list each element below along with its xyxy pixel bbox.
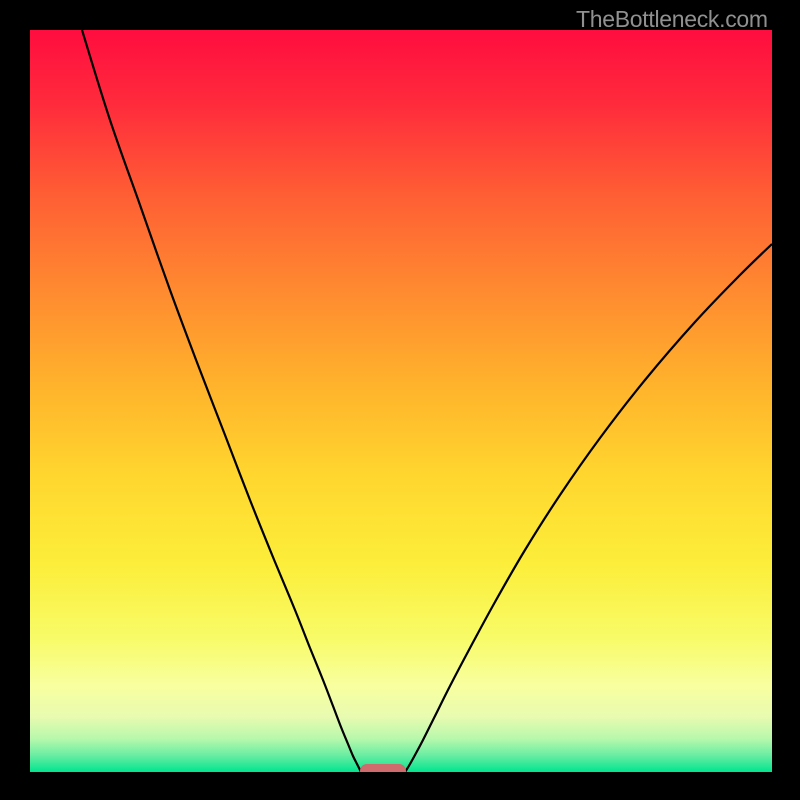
plot-svg	[30, 30, 772, 772]
watermark: TheBottleneck.com	[576, 6, 768, 33]
gradient-background	[30, 30, 772, 772]
plot-area	[30, 30, 772, 772]
